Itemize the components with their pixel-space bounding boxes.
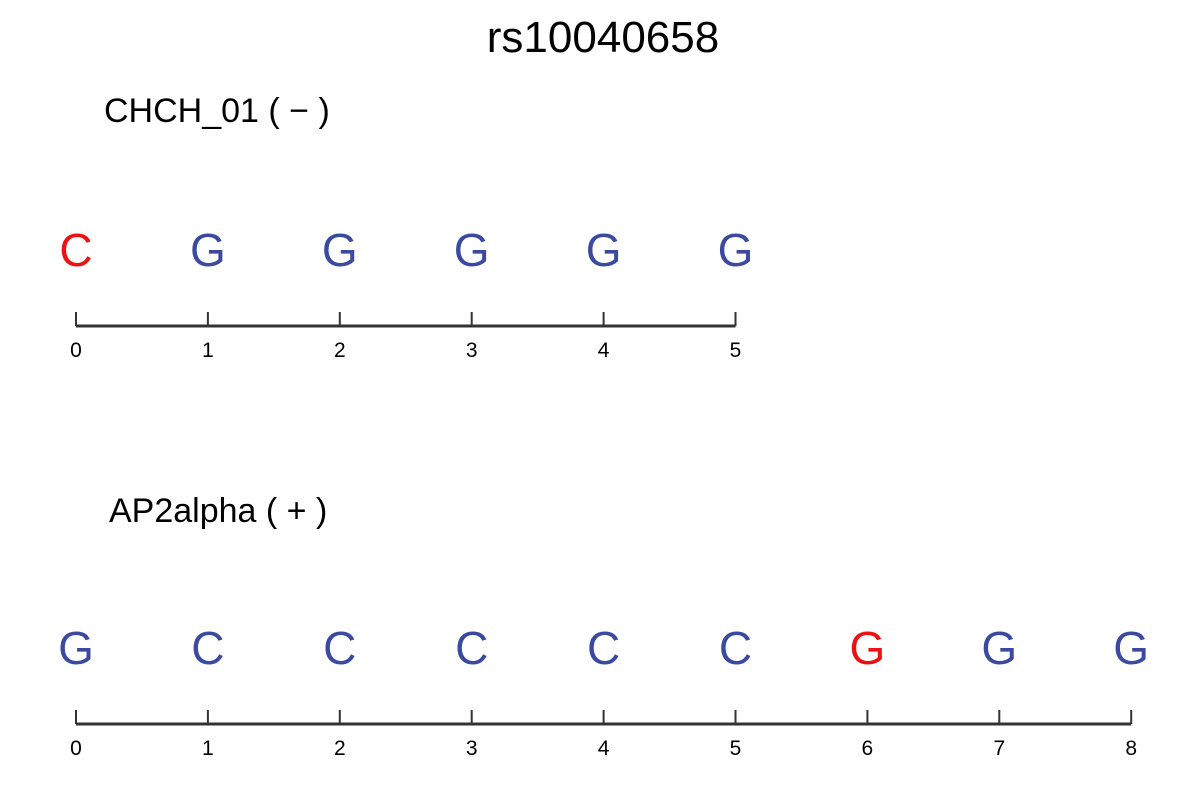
motif-label: CHCH_01 ( − ) (104, 92, 330, 130)
sequence-base: C (587, 622, 620, 674)
sequence-base: C (455, 622, 488, 674)
sequence-base: C (323, 622, 356, 674)
sequence-base: G (718, 224, 754, 276)
axis-tick-label: 1 (202, 737, 214, 760)
axis-tick-label: 2 (334, 339, 346, 362)
axis-tick-label: 5 (730, 339, 742, 362)
axis-tick-label: 3 (466, 737, 478, 760)
sequence-base: G (58, 622, 94, 674)
axis-tick-label: 2 (334, 737, 346, 760)
axis-tick-label: 4 (598, 737, 610, 760)
sequence-base: C (719, 622, 752, 674)
sequence-base: G (322, 224, 358, 276)
axis-tick-label: 3 (466, 339, 478, 362)
motif-track-chch01: CHCH_01 ( − ) C G G G G G 0 1 2 3 4 5 (59, 92, 753, 362)
motif-track-ap2alpha: AP2alpha ( + ) G C C C C C G G G 0 1 2 3 4 5 6 7 8 (58, 492, 1149, 760)
axis-tick-label: 5 (730, 737, 742, 760)
sequence-base-highlighted: G (850, 622, 886, 674)
sequence-base: C (191, 622, 224, 674)
axis-tick-label: 6 (862, 737, 874, 760)
axis-tick-label: 1 (202, 339, 214, 362)
sequence-base: G (454, 224, 490, 276)
sequence-base: G (981, 622, 1017, 674)
sequence-base: G (586, 224, 622, 276)
diagram-title: rs10040658 (487, 13, 719, 62)
sequence-base: G (190, 224, 226, 276)
axis-tick-label: 0 (70, 737, 82, 760)
sequence-base-highlighted: C (59, 224, 92, 276)
axis-tick-label: 8 (1125, 737, 1137, 760)
axis-tick-label: 4 (598, 339, 610, 362)
motif-label: AP2alpha ( + ) (109, 492, 327, 530)
sequence-base: G (1113, 622, 1149, 674)
axis-tick-label: 0 (70, 339, 82, 362)
axis-tick-label: 7 (993, 737, 1005, 760)
